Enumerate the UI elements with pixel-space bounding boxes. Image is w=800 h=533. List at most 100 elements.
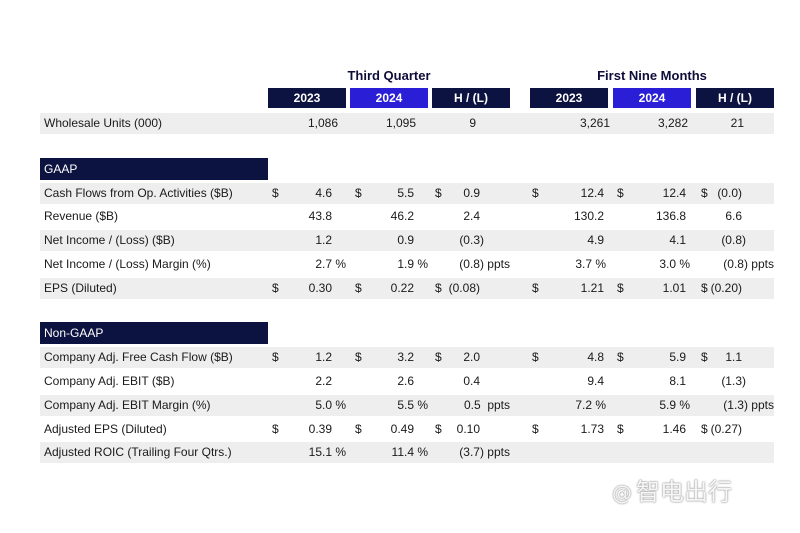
table-row: Wholesale Units (000) 1,086 1,095 9 3,26… (40, 113, 774, 134)
value-cell: 1.46 (662, 422, 686, 436)
table-row: Company Adj. Free Cash Flow ($B) $ 1.2 $… (40, 347, 774, 368)
value-cell: (0.3) (459, 233, 484, 247)
table-row: EPS (Diluted) $ 0.30 $ 0.22 $ (0.08) $ 1… (40, 278, 774, 299)
currency-sign: $ (532, 186, 539, 200)
currency-sign: $ (355, 422, 362, 436)
value-cell: (3.7) ppts (459, 445, 510, 459)
value-cell: 5.9 % (659, 398, 690, 412)
currency-sign: $ (272, 186, 279, 200)
table-row: Adjusted ROIC (Trailing Four Qtrs.) 15.1… (40, 442, 774, 463)
currency-sign: $ (355, 281, 362, 295)
currency-sign: $ (532, 422, 539, 436)
currency-sign: $ (617, 422, 624, 436)
currency-sign: $ (701, 422, 708, 436)
currency-sign: $ (701, 186, 708, 200)
currency-sign: $ (435, 186, 442, 200)
value-cell: (0.0) (717, 186, 742, 200)
currency-sign: $ (617, 281, 624, 295)
row-label: Company Adj. EBIT ($B) (44, 374, 175, 388)
value-cell: 15.1 % (308, 445, 346, 459)
watermark-text: 智电出行 (636, 478, 732, 506)
value-cell: 2.4 (463, 209, 480, 223)
value-cell: (0.8) ppts (459, 257, 510, 271)
value-cell: 46.2 (390, 209, 414, 223)
value-cell: 7.2 % (575, 398, 606, 412)
at-icon: @ (612, 481, 632, 505)
row-label: Wholesale Units (000) (44, 116, 163, 130)
value-cell: 0.49 (390, 422, 414, 436)
third-quarter-title: Third Quarter (347, 68, 431, 83)
table-row: Revenue ($B) 43.8 46.2 2.4 130.2 136.8 6… (40, 206, 774, 227)
table-row: Adjusted EPS (Diluted) $ 0.39 $ 0.49 $ 0… (40, 419, 774, 440)
value-cell: (0.27) (710, 422, 742, 436)
currency-sign: $ (435, 422, 442, 436)
value-cell: 8.1 (669, 374, 686, 388)
value-cell: 1.21 (580, 281, 604, 295)
currency-sign: $ (435, 350, 442, 364)
value-cell: 1.2 (315, 233, 332, 247)
value-cell: 5.9 (669, 350, 686, 364)
row-label: Net Income / (Loss) Margin (%) (44, 257, 211, 271)
value-cell: 12.4 (580, 186, 604, 200)
first-nine-months-title: First Nine Months (597, 68, 707, 83)
value-cell: (0.08) (448, 281, 480, 295)
value-cell: 3,282 (657, 116, 688, 130)
value-cell: 1,086 (307, 116, 338, 130)
value-cell: (0.20) (710, 281, 742, 295)
value-cell: 11.4 % (391, 445, 428, 459)
value-cell: 3.0 % (659, 257, 690, 271)
value-cell: 0.10 (456, 422, 480, 436)
currency-sign: $ (701, 350, 708, 364)
row-label: Adjusted EPS (Diluted) (44, 422, 167, 436)
value-cell: 4.8 (587, 350, 604, 364)
value-cell: 2.2 (315, 374, 332, 388)
currency-sign: $ (272, 281, 279, 295)
value-cell: 0.22 (390, 281, 414, 295)
value-cell: 3,261 (579, 116, 610, 130)
row-label: Cash Flows from Op. Activities ($B) (44, 186, 233, 200)
value-cell: (0.8) ppts (723, 257, 774, 271)
row-label: Net Income / (Loss) ($B) (44, 233, 175, 247)
value-cell: 0.30 (308, 281, 332, 295)
value-cell: 3.7 % (575, 257, 606, 271)
gaap-section-header: GAAP (40, 158, 268, 180)
currency-sign: $ (355, 186, 362, 200)
value-cell: 0.5 ppts (463, 398, 510, 412)
watermark-logo: @ 智电出行 (612, 472, 732, 507)
value-cell: 136.8 (655, 209, 686, 223)
row-label: Adjusted ROIC (Trailing Four Qtrs.) (44, 445, 232, 459)
row-label: Revenue ($B) (44, 209, 119, 223)
col-header-q3-hl: H / (L) (432, 88, 510, 108)
col-header-9m-hl: H / (L) (696, 88, 774, 108)
value-cell: 4.1 (669, 233, 686, 247)
value-cell: 0.9 (397, 233, 414, 247)
col-header-q3-2023: 2023 (268, 88, 346, 108)
value-cell: 2.7 % (315, 257, 346, 271)
value-cell: 5.5 (397, 186, 414, 200)
table-row: Net Income / (Loss) ($B) 1.2 0.9 (0.3) 4… (40, 230, 774, 251)
row-label: Company Adj. Free Cash Flow ($B) (44, 350, 233, 364)
value-cell: 21 (730, 116, 744, 130)
value-cell: 2.6 (397, 374, 414, 388)
currency-sign: $ (701, 281, 708, 295)
value-cell: 43.8 (308, 209, 332, 223)
currency-sign: $ (272, 422, 279, 436)
currency-sign: $ (617, 350, 624, 364)
table-row: Company Adj. EBIT ($B) 2.2 2.6 0.4 9.4 8… (40, 371, 774, 392)
table-row: Cash Flows from Op. Activities ($B) $ 4.… (40, 183, 774, 204)
value-cell: 9.4 (587, 374, 604, 388)
value-cell: 0.9 (463, 186, 480, 200)
table-row: Net Income / (Loss) Margin (%) 2.7 % 1.9… (40, 254, 774, 275)
value-cell: 1,095 (385, 116, 416, 130)
col-header-9m-2023: 2023 (530, 88, 608, 108)
value-cell: 1.01 (662, 281, 686, 295)
value-cell: 5.0 % (315, 398, 346, 412)
col-header-q3-2024: 2024 (350, 88, 428, 108)
value-cell: 1.73 (580, 422, 604, 436)
value-cell: 6.6 (725, 209, 742, 223)
value-cell: 1.9 % (397, 257, 428, 271)
value-cell: 1.1 (725, 350, 742, 364)
currency-sign: $ (532, 281, 539, 295)
non-gaap-section-header: Non-GAAP (40, 322, 268, 344)
value-cell: (1.3) ppts (723, 398, 774, 412)
